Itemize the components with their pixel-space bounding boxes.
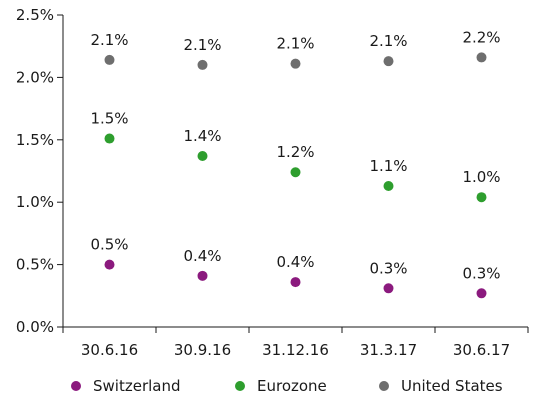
data-point [290, 58, 301, 69]
data-point [476, 52, 487, 63]
legend-item: Eurozone [235, 377, 327, 395]
series-eurozone: 1.5% 1.4% 1.2% 1.1% 1.0% [90, 110, 501, 203]
data-label: 2.1% [276, 35, 314, 53]
data-point [197, 270, 208, 281]
y-tick-label: 0.5% [16, 256, 54, 274]
data-point [104, 54, 115, 65]
data-label: 1.5% [90, 110, 128, 128]
x-tick-label: 31.3.17 [360, 341, 417, 359]
data-label: 0.3% [369, 259, 407, 277]
data-label: 1.1% [369, 157, 407, 175]
y-tick-label: 2.5% [16, 6, 54, 24]
legend-label: Switzerland [93, 377, 181, 395]
y-tick-label: 0.0% [16, 318, 54, 336]
data-point [476, 192, 487, 203]
legend: Switzerland Eurozone United States [71, 377, 503, 395]
legend-marker [71, 381, 81, 391]
data-point [290, 167, 301, 178]
y-tick-label: 2.0% [16, 68, 54, 86]
data-point [197, 151, 208, 162]
legend-marker [379, 381, 389, 391]
data-point [104, 259, 115, 270]
data-point [383, 180, 394, 191]
x-axis-ticks: 30.6.16 30.9.16 31.12.16 31.3.17 30.6.17 [62, 327, 529, 359]
data-point [476, 288, 487, 299]
data-point [383, 283, 394, 294]
data-label: 2.1% [183, 36, 221, 54]
data-label: 2.1% [369, 32, 407, 50]
legend-item: Switzerland [71, 377, 181, 395]
legend-marker [235, 381, 245, 391]
series-switzerland: 0.5% 0.4% 0.4% 0.3% 0.3% [90, 236, 501, 299]
y-axis-ticks: 0.0% 0.5% 1.0% 1.5% 2.0% 2.5% [16, 6, 63, 336]
plot-area: 0.5% 0.4% 0.4% 0.3% 0.3% 1.5% 1.4% 1.2% 1.1% 1.0%… [90, 28, 501, 299]
data-label: 2.1% [90, 31, 128, 49]
data-label: 0.5% [90, 236, 128, 254]
data-label: 1.0% [462, 168, 500, 186]
data-point [104, 133, 115, 144]
legend-label: Eurozone [257, 377, 327, 395]
y-tick-label: 1.5% [16, 131, 54, 149]
data-label: 1.2% [276, 143, 314, 161]
data-label: 0.4% [183, 247, 221, 265]
legend-label: United States [401, 377, 503, 395]
legend-item: United States [379, 377, 503, 395]
data-point [197, 59, 208, 70]
data-point [383, 56, 394, 67]
x-tick-label: 30.6.17 [453, 341, 510, 359]
series-united-states: 2.1% 2.1% 2.1% 2.1% 2.2% [90, 28, 501, 70]
data-label: 2.2% [462, 28, 500, 46]
x-tick-label: 30.6.16 [81, 341, 138, 359]
x-tick-label: 31.12.16 [262, 341, 329, 359]
data-label: 0.3% [462, 264, 500, 282]
data-point [290, 277, 301, 288]
x-tick-label: 30.9.16 [174, 341, 231, 359]
data-label: 0.4% [276, 253, 314, 271]
y-tick-label: 1.0% [16, 193, 54, 211]
data-label: 1.4% [183, 127, 221, 145]
